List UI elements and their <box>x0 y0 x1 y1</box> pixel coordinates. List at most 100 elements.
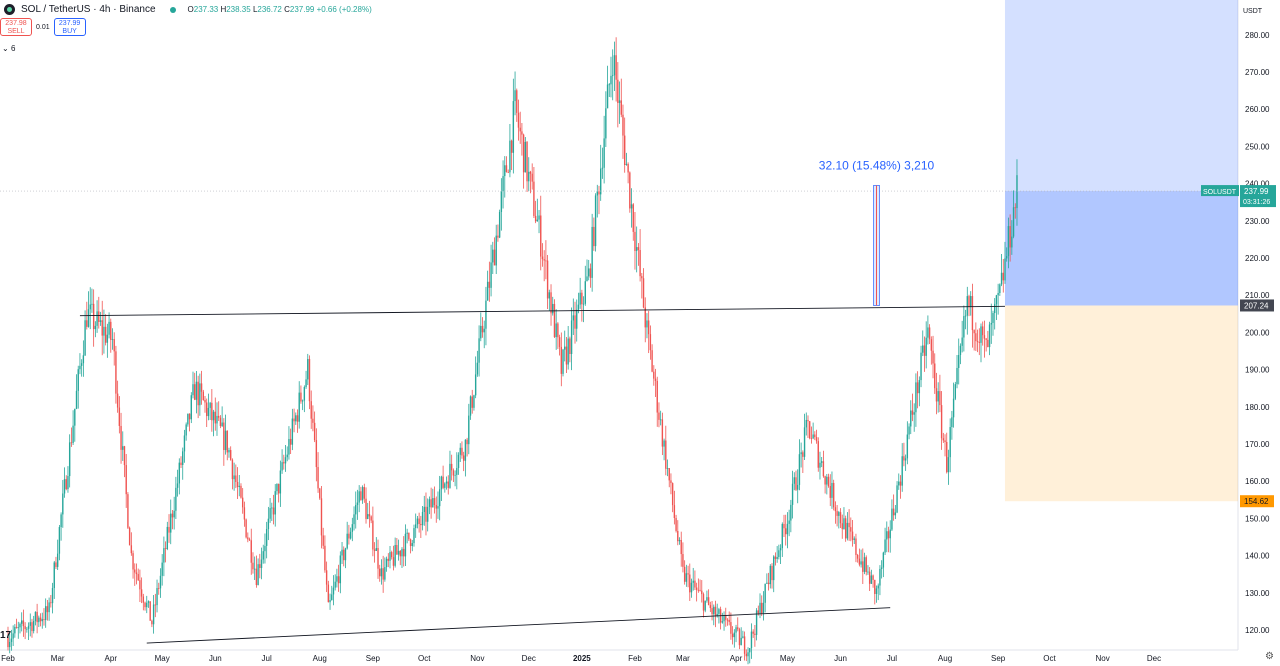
candle-body <box>120 425 122 450</box>
candle-body <box>188 413 191 420</box>
candle-body <box>156 588 158 606</box>
candle-body <box>524 141 527 173</box>
candle-body <box>656 380 658 413</box>
candle-body <box>118 407 121 426</box>
candle-body <box>576 309 578 329</box>
candle-body <box>229 450 232 460</box>
buy-button[interactable]: 237.99 BUY <box>53 18 86 36</box>
candle-body <box>170 513 172 533</box>
candle-body <box>98 311 100 322</box>
candle-body <box>125 465 127 495</box>
candle-body <box>228 450 230 453</box>
candle-body <box>428 499 431 507</box>
candle-body <box>899 481 902 486</box>
candle-body <box>935 388 938 402</box>
candle-body <box>750 631 753 649</box>
candle-body <box>934 363 936 389</box>
candle-body <box>74 408 76 426</box>
candle-body <box>694 580 696 588</box>
candle-body <box>844 518 847 539</box>
candle-body <box>38 617 40 623</box>
candle-body <box>389 552 391 561</box>
candle-body <box>995 295 998 305</box>
candle-body <box>173 510 175 518</box>
candle-body <box>207 407 210 417</box>
candle-body <box>271 507 273 509</box>
candle-body <box>721 621 724 623</box>
candle-body <box>740 637 742 646</box>
candle-body <box>805 419 807 428</box>
candle-body <box>591 226 593 278</box>
candle-body <box>819 462 821 468</box>
candle-body <box>947 457 950 473</box>
candle-body <box>310 401 312 419</box>
candle-body <box>892 508 895 516</box>
indicators-toggle[interactable]: ⌄ 6 <box>2 44 15 53</box>
candle-body <box>704 600 706 611</box>
candle-body <box>860 561 862 565</box>
candle-body <box>391 552 393 558</box>
candle-body <box>874 579 876 594</box>
candles <box>7 37 1018 665</box>
candle-body <box>175 487 177 511</box>
candle-body <box>187 413 189 425</box>
candle-body <box>572 315 575 321</box>
candle-body <box>543 259 545 261</box>
candle-body <box>219 417 222 427</box>
candle-body <box>776 557 778 559</box>
candle-body <box>975 333 977 342</box>
candle-body <box>385 558 388 568</box>
candle-body <box>887 531 890 539</box>
candle-body <box>154 604 157 606</box>
candle-body <box>582 303 585 305</box>
candle-body <box>755 610 758 635</box>
candle-body <box>462 455 465 461</box>
gear-icon[interactable]: ⚙ <box>1265 651 1274 662</box>
candle-body <box>308 359 311 402</box>
candle-body <box>495 235 497 266</box>
candle-body <box>22 620 25 627</box>
candle-body <box>880 567 883 569</box>
candle-body <box>603 138 605 168</box>
candle-body <box>692 580 694 583</box>
candle-body <box>399 550 401 557</box>
candle-body <box>863 557 866 572</box>
candle-body <box>319 488 321 499</box>
candle-body <box>545 260 547 262</box>
tradingview-logo-icon[interactable]: 17 <box>0 630 12 641</box>
candle-body <box>963 316 965 338</box>
candle-body <box>296 415 299 422</box>
y-tick-label: 270.00 <box>1245 68 1270 77</box>
symbol-title[interactable]: SOL / TetherUS · 4h · Binance <box>21 4 156 15</box>
candle-body <box>781 523 783 549</box>
x-tick-label: May <box>155 654 170 663</box>
candle-body <box>858 558 861 565</box>
x-tick-label: Nov <box>470 654 484 663</box>
candle-body <box>726 619 729 621</box>
candle-body <box>752 631 754 634</box>
candle-body <box>958 354 960 368</box>
candle-body <box>401 548 403 557</box>
candle-body <box>531 173 533 182</box>
last-price-badge <box>1240 185 1276 208</box>
close-value: 237.99 <box>289 5 315 14</box>
candle-body <box>450 463 453 471</box>
candle-body <box>252 562 254 570</box>
candle-body <box>442 476 444 488</box>
symbol-badge <box>1201 185 1239 197</box>
candle-body <box>771 565 773 581</box>
sell-button[interactable]: 237.98 SELL <box>0 18 32 36</box>
candle-body <box>540 215 542 257</box>
candle-body <box>820 461 823 463</box>
candle-body <box>562 349 564 374</box>
candle-body <box>738 629 741 646</box>
market-open-icon <box>169 6 176 13</box>
candle-body <box>625 163 628 165</box>
candle-body <box>711 608 713 615</box>
candle-body <box>807 419 809 422</box>
candle-body <box>647 320 650 335</box>
candle-body <box>421 512 424 526</box>
entry-price-text: 207.24 <box>1244 301 1269 310</box>
candle-body <box>127 494 129 528</box>
